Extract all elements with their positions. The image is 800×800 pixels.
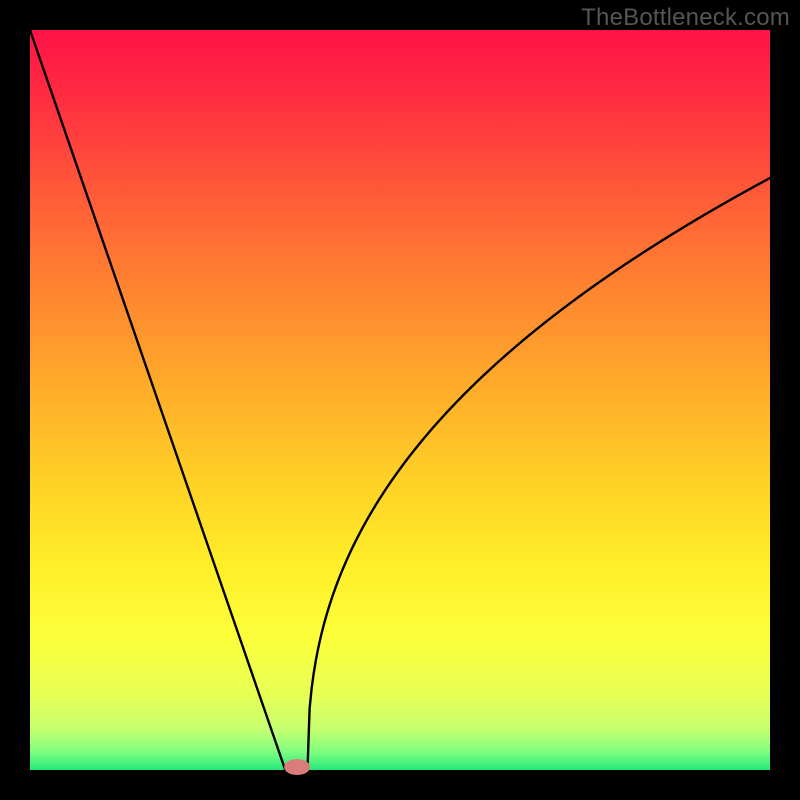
bottleneck-chart [0, 0, 800, 800]
watermark-text: TheBottleneck.com [581, 4, 790, 32]
chart-container: TheBottleneck.com [0, 0, 800, 800]
optimum-marker [284, 759, 310, 775]
plot-background [30, 30, 770, 770]
